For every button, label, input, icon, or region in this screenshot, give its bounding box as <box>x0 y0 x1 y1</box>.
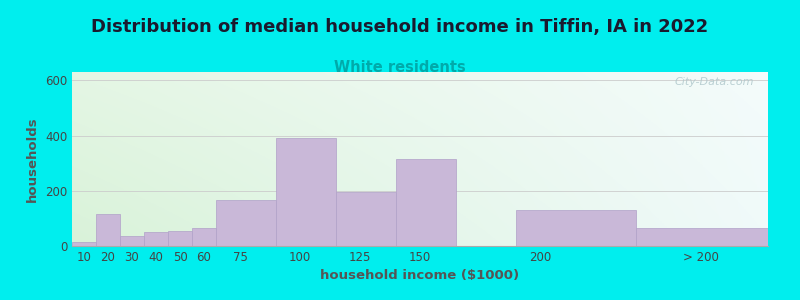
Bar <box>516 210 636 246</box>
Bar <box>144 232 168 246</box>
Bar <box>276 138 336 246</box>
Text: White residents: White residents <box>334 60 466 75</box>
Bar <box>336 192 396 246</box>
Y-axis label: households: households <box>26 116 39 202</box>
Text: Distribution of median household income in Tiffin, IA in 2022: Distribution of median household income … <box>91 18 709 36</box>
Text: City-Data.com: City-Data.com <box>674 77 754 87</box>
Bar <box>120 236 144 246</box>
Bar <box>168 231 192 246</box>
Bar <box>396 159 456 246</box>
Bar <box>192 228 216 246</box>
Bar <box>96 214 120 246</box>
Bar <box>216 200 276 246</box>
X-axis label: household income ($1000): household income ($1000) <box>321 269 519 282</box>
Bar <box>72 242 96 246</box>
Bar <box>636 228 768 246</box>
